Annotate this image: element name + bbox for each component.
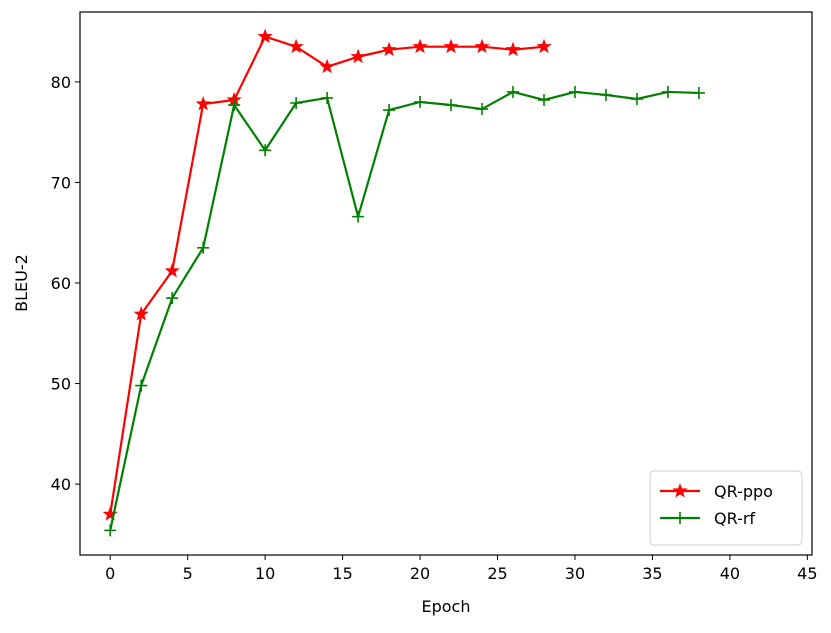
y-tick-label: 50: [51, 375, 71, 394]
legend-box: [649, 470, 803, 546]
legend-marker: [674, 512, 686, 524]
marker: [536, 38, 552, 54]
x-tick-label: 45: [797, 564, 817, 583]
legend: QR-ppo QR-rf: [649, 470, 803, 546]
x-axis-label: Epoch: [422, 597, 471, 616]
marker: [507, 85, 520, 98]
marker: [692, 86, 705, 99]
x-tick-label: 0: [105, 564, 115, 583]
marker: [443, 38, 459, 54]
marker: [166, 292, 179, 305]
marker: [197, 241, 210, 254]
marker: [568, 85, 581, 98]
x-tick-label: 30: [565, 564, 585, 583]
marker: [352, 210, 365, 223]
x-tick-label: 5: [183, 564, 193, 583]
plot-frame: [79, 11, 813, 556]
marker: [661, 85, 674, 98]
marker: [476, 103, 489, 116]
y-tick-label: 60: [51, 274, 71, 293]
marker: [381, 41, 397, 57]
marker: [104, 524, 117, 537]
marker: [321, 91, 334, 104]
legend-marker: [672, 483, 688, 498]
marker: [412, 38, 428, 54]
marker: [133, 306, 149, 321]
x-tick-label: 35: [642, 564, 662, 583]
y-tick-label: 70: [51, 173, 71, 192]
series-line: [109, 90, 699, 531]
x-tick-label: 20: [410, 564, 430, 583]
y-tick-label: 40: [51, 475, 71, 494]
marker: [288, 38, 304, 54]
x-tick-label: 40: [720, 564, 740, 583]
marker: [445, 99, 458, 112]
marker: [383, 104, 396, 117]
y-axis-label: BLEU-2: [12, 254, 31, 312]
y-tick-label: 80: [51, 73, 71, 92]
marker: [228, 99, 241, 112]
x-tick-label: 10: [255, 564, 275, 583]
legend-label: QR-rf: [714, 509, 755, 528]
x-tick-label: 15: [332, 564, 352, 583]
marker: [537, 93, 550, 106]
marker: [599, 88, 612, 101]
marker: [195, 96, 211, 111]
marker: [350, 48, 366, 64]
marker: [259, 144, 272, 157]
marker: [135, 379, 148, 392]
marker: [257, 28, 273, 44]
marker: [474, 38, 490, 54]
marker: [414, 95, 427, 108]
marker: [630, 92, 643, 105]
marker: [290, 97, 303, 110]
marker: [505, 41, 521, 57]
legend-label: QR-ppo: [714, 482, 773, 501]
x-tick-label: 25: [487, 564, 507, 583]
marker: [319, 58, 335, 74]
marker: [164, 262, 180, 278]
